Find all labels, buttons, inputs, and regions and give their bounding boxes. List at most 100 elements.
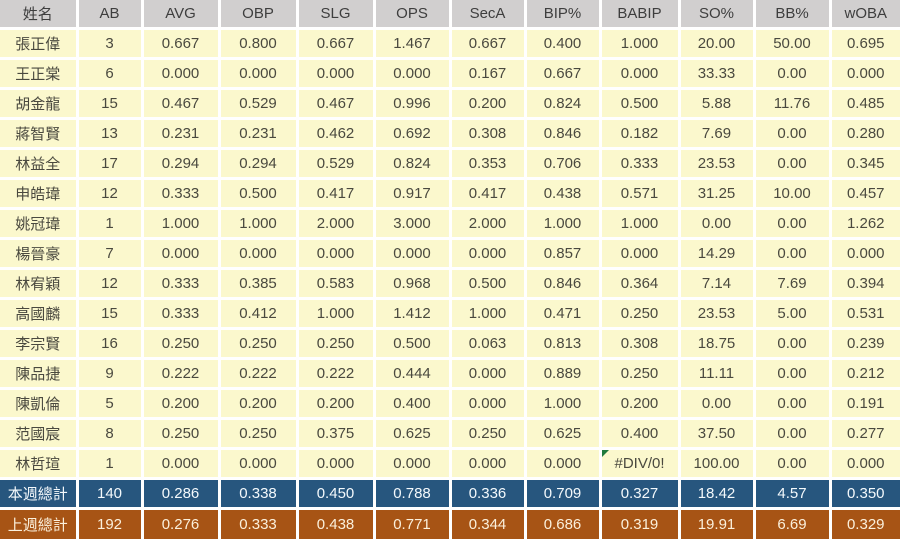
stat-cell[interactable]: 0.394 — [830, 268, 900, 300]
summary-label-cell[interactable]: 上週總計 — [0, 508, 79, 539]
stat-cell[interactable]: 1 — [77, 448, 144, 480]
stat-cell[interactable]: 100.00 — [679, 448, 756, 480]
summary-stat-cell[interactable]: 0.709 — [525, 478, 602, 510]
stat-cell[interactable]: 0.462 — [297, 118, 376, 150]
stat-cell[interactable]: 0.917 — [374, 178, 452, 210]
summary-stat-cell[interactable]: 0.350 — [830, 478, 900, 510]
player-name-cell[interactable]: 姚冠瑋 — [0, 208, 79, 240]
stat-cell[interactable]: 18.75 — [679, 328, 756, 360]
stat-cell[interactable]: 0.000 — [219, 58, 299, 90]
player-name-cell[interactable]: 林宥穎 — [0, 268, 79, 300]
summary-stat-cell[interactable]: 0.344 — [450, 508, 527, 539]
stat-cell[interactable]: 1.000 — [142, 208, 221, 240]
stat-cell[interactable]: 0.625 — [374, 418, 452, 450]
stat-cell[interactable]: 0.813 — [525, 328, 602, 360]
stat-cell[interactable]: 0.385 — [219, 268, 299, 300]
stat-cell[interactable]: 15 — [77, 88, 144, 120]
stat-cell[interactable]: 0.212 — [830, 358, 900, 390]
stat-cell[interactable]: 0.968 — [374, 268, 452, 300]
stat-cell[interactable]: 0.000 — [374, 448, 452, 480]
header-cell-slg[interactable]: SLG — [297, 0, 376, 30]
stat-cell[interactable]: 0.239 — [830, 328, 900, 360]
stat-cell[interactable]: 5.88 — [679, 88, 756, 120]
stat-cell[interactable]: 33.33 — [679, 58, 756, 90]
stat-cell[interactable]: 0.467 — [297, 88, 376, 120]
stat-cell[interactable]: 0.996 — [374, 88, 452, 120]
stat-cell[interactable]: 0.000 — [142, 238, 221, 270]
player-name-cell[interactable]: 李宗賢 — [0, 328, 79, 360]
stat-cell[interactable]: 0.467 — [142, 88, 221, 120]
summary-stat-cell[interactable]: 0.276 — [142, 508, 221, 539]
stat-cell[interactable]: 0.294 — [219, 148, 299, 180]
player-name-cell[interactable]: 申皓瑋 — [0, 178, 79, 210]
stat-cell[interactable]: 0.000 — [374, 238, 452, 270]
stat-cell[interactable]: 0.333 — [142, 268, 221, 300]
stat-cell[interactable]: 0.417 — [450, 178, 527, 210]
stat-cell[interactable]: 0.294 — [142, 148, 221, 180]
stat-cell[interactable]: 0.571 — [600, 178, 681, 210]
stat-cell[interactable]: 0.457 — [830, 178, 900, 210]
stat-cell[interactable]: 0.000 — [297, 448, 376, 480]
header-cell-ops[interactable]: OPS — [374, 0, 452, 30]
stat-cell[interactable]: 0.000 — [450, 238, 527, 270]
stat-cell[interactable]: 0.000 — [830, 238, 900, 270]
summary-stat-cell[interactable]: 0.338 — [219, 478, 299, 510]
stat-cell[interactable]: 0.250 — [297, 328, 376, 360]
stat-cell[interactable]: 31.25 — [679, 178, 756, 210]
player-name-cell[interactable]: 陳品捷 — [0, 358, 79, 390]
stat-cell[interactable]: 0.00 — [754, 118, 832, 150]
header-cell-ab[interactable]: AB — [77, 0, 144, 30]
summary-stat-cell[interactable]: 140 — [77, 478, 144, 510]
stat-cell[interactable]: 0.00 — [754, 388, 832, 420]
stat-cell[interactable]: 0.231 — [219, 118, 299, 150]
player-name-cell[interactable]: 胡金龍 — [0, 88, 79, 120]
stat-cell[interactable]: 0.400 — [374, 388, 452, 420]
stat-cell[interactable]: 0.438 — [525, 178, 602, 210]
stat-cell[interactable]: 0.000 — [297, 58, 376, 90]
stat-cell[interactable]: 0.857 — [525, 238, 602, 270]
stat-cell[interactable]: 3 — [77, 28, 144, 60]
stat-cell[interactable]: 11.11 — [679, 358, 756, 390]
summary-stat-cell[interactable]: 192 — [77, 508, 144, 539]
stat-cell[interactable]: 0.800 — [219, 28, 299, 60]
stat-cell[interactable]: 13 — [77, 118, 144, 150]
stat-cell[interactable]: 0.000 — [219, 238, 299, 270]
stat-cell[interactable]: 0.308 — [450, 118, 527, 150]
stat-cell[interactable]: 0.667 — [450, 28, 527, 60]
stat-cell[interactable]: 0.200 — [142, 388, 221, 420]
stat-cell[interactable]: 0.250 — [142, 418, 221, 450]
stat-cell[interactable]: 5 — [77, 388, 144, 420]
stat-cell[interactable]: 9 — [77, 358, 144, 390]
summary-stat-cell[interactable]: 0.771 — [374, 508, 452, 539]
stat-cell[interactable]: 7 — [77, 238, 144, 270]
stat-cell[interactable]: 0.500 — [219, 178, 299, 210]
error-value-cell[interactable]: #DIV/0! — [600, 448, 681, 480]
stat-cell[interactable]: 0.00 — [754, 58, 832, 90]
stat-cell[interactable]: 10.00 — [754, 178, 832, 210]
stat-cell[interactable]: 0.400 — [525, 28, 602, 60]
stat-cell[interactable]: 0.692 — [374, 118, 452, 150]
summary-stat-cell[interactable]: 0.450 — [297, 478, 376, 510]
stat-cell[interactable]: 0.200 — [297, 388, 376, 420]
stat-cell[interactable]: 0.000 — [450, 448, 527, 480]
stat-cell[interactable]: 1.467 — [374, 28, 452, 60]
stat-cell[interactable]: 1.262 — [830, 208, 900, 240]
stat-cell[interactable]: 7.69 — [679, 118, 756, 150]
stat-cell[interactable]: 1.000 — [600, 28, 681, 60]
summary-stat-cell[interactable]: 0.438 — [297, 508, 376, 539]
stat-cell[interactable]: 0.667 — [297, 28, 376, 60]
summary-stat-cell[interactable]: 0.319 — [600, 508, 681, 539]
stat-cell[interactable]: 0.063 — [450, 328, 527, 360]
player-name-cell[interactable]: 范國宸 — [0, 418, 79, 450]
stat-cell[interactable]: 2.000 — [450, 208, 527, 240]
header-cell-name[interactable]: 姓名 — [0, 0, 79, 30]
header-cell-avg[interactable]: AVG — [142, 0, 221, 30]
summary-stat-cell[interactable]: 4.57 — [754, 478, 832, 510]
stat-cell[interactable]: 0.333 — [600, 148, 681, 180]
stat-cell[interactable]: 0.200 — [450, 88, 527, 120]
summary-stat-cell[interactable]: 0.788 — [374, 478, 452, 510]
stat-cell[interactable]: 0.000 — [830, 58, 900, 90]
stat-cell[interactable]: 0.00 — [679, 208, 756, 240]
stat-cell[interactable]: 0.846 — [525, 268, 602, 300]
stat-cell[interactable]: 0.167 — [450, 58, 527, 90]
